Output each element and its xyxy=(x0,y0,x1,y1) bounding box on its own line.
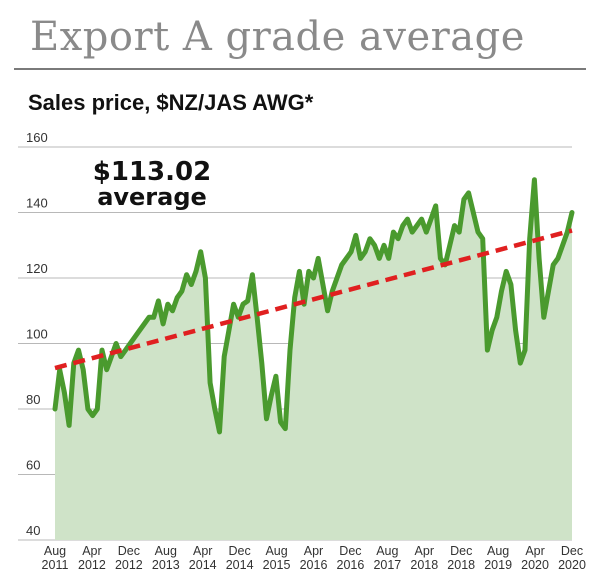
average-word-label: average xyxy=(97,183,207,211)
average-value-label: $113.02 xyxy=(93,157,211,187)
x-tick-month: Apr xyxy=(415,544,434,558)
x-tick-year: 2014 xyxy=(189,558,217,572)
x-tick-year: 2018 xyxy=(447,558,475,572)
x-tick-year: 2018 xyxy=(410,558,438,572)
x-tick-year: 2012 xyxy=(115,558,143,572)
x-tick-year: 2014 xyxy=(226,558,254,572)
x-tick-month: Dec xyxy=(339,544,361,558)
x-tick-month: Dec xyxy=(450,544,472,558)
y-tick-label: 120 xyxy=(26,261,48,276)
x-tick-year: 2020 xyxy=(521,558,549,572)
x-tick-year: 2016 xyxy=(337,558,365,572)
x-tick-month: Apr xyxy=(304,544,323,558)
price-area-fill xyxy=(55,179,572,541)
y-tick-label: 140 xyxy=(26,196,48,211)
y-tick-label: 160 xyxy=(26,130,48,145)
x-tick-month: Aug xyxy=(487,544,509,558)
y-tick-label: 100 xyxy=(26,327,48,342)
x-tick-month: Aug xyxy=(155,544,177,558)
x-tick-month: Apr xyxy=(193,544,212,558)
y-tick-label: 40 xyxy=(26,523,40,538)
title-divider xyxy=(14,68,586,70)
x-tick-month: Dec xyxy=(561,544,583,558)
x-tick-year: 2020 xyxy=(558,558,586,572)
x-tick-month: Apr xyxy=(82,544,101,558)
y-axis-ticks: 40 60 80 100 120 140 160 xyxy=(26,130,48,538)
x-tick-month: Aug xyxy=(376,544,398,558)
x-tick-month: Dec xyxy=(229,544,251,558)
chart-title: Export A grade average xyxy=(30,14,525,60)
average-trend-line xyxy=(54,228,573,371)
x-tick-month: Aug xyxy=(265,544,287,558)
x-tick-month: Dec xyxy=(118,544,140,558)
x-tick-year: 2016 xyxy=(300,558,328,572)
x-tick-year: 2011 xyxy=(42,558,69,572)
x-tick-month: Aug xyxy=(44,544,66,558)
x-tick-year: 2015 xyxy=(263,558,291,572)
x-tick-year: 2013 xyxy=(152,558,180,572)
chart-subtitle: Sales price, $NZ/JAS AWG* xyxy=(28,90,314,115)
price-line xyxy=(52,177,575,435)
y-tick-label: 80 xyxy=(26,392,40,407)
x-tick-year: 2017 xyxy=(373,558,401,572)
x-axis-ticks: Aug2011Apr2012Dec2012Aug2013Apr2014Dec20… xyxy=(42,544,586,572)
x-tick-month: Apr xyxy=(525,544,544,558)
y-tick-label: 60 xyxy=(26,458,40,473)
x-tick-year: 2012 xyxy=(78,558,106,572)
x-tick-year: 2019 xyxy=(484,558,512,572)
